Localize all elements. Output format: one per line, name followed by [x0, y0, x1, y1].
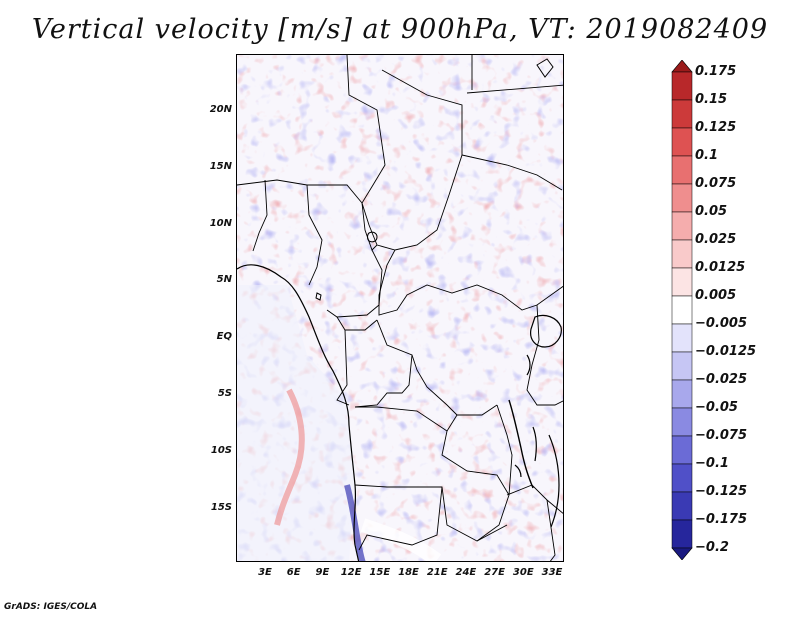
kalahari-calm-area [360, 518, 442, 561]
colorbar-swatch [671, 295, 693, 325]
colorbar-label: −0.005 [695, 316, 748, 331]
ocean-updraft-band [274, 388, 305, 526]
colorbar-swatch [671, 71, 693, 101]
vertical-velocity-field [237, 55, 563, 561]
longitude-label: 6E [286, 567, 301, 578]
colorbar-swatch [671, 379, 693, 409]
longitude-label: 27E [484, 567, 505, 578]
great-lakes [508, 314, 562, 528]
colorbar-label: 0.0125 [695, 260, 746, 275]
longitude-label: 9E [315, 567, 330, 578]
colorbar-label: 0.175 [695, 64, 737, 79]
colorbar-swatch [671, 463, 693, 493]
colorbar-label: −0.175 [695, 512, 748, 527]
colorbar-label: 0.15 [695, 92, 728, 107]
colorbar-label: 0.05 [695, 204, 728, 219]
latitude-label: 5N [216, 274, 232, 286]
colorbar-swatch [671, 239, 693, 269]
colorbar-label: 0.075 [695, 176, 737, 191]
longitude-label: 24E [455, 567, 477, 578]
colorbar-swatch [671, 491, 693, 521]
colorbar-swatch [671, 323, 693, 353]
colorbar-label: −0.2 [695, 540, 729, 555]
colorbar-label: −0.0125 [695, 344, 757, 359]
colorbar-label: 0.005 [695, 288, 737, 303]
red-sea-coast [536, 58, 554, 78]
colorbar-swatch [671, 183, 693, 213]
colorbar-top-triangle [671, 60, 693, 73]
lake-chad [367, 231, 378, 243]
bioko-island [315, 292, 322, 301]
colorbar-label: −0.125 [695, 484, 748, 499]
latitude-label: 15S [210, 501, 232, 513]
colorbar-label: 0.025 [695, 232, 737, 247]
country-borders [237, 55, 563, 561]
colorbar-swatch [671, 155, 693, 185]
map-title: Vertical velocity [m/s] at 900hPa, VT: 2… [31, 14, 769, 45]
colorbar-swatch [671, 519, 693, 549]
grads-credit: GrADS: IGES/COLA [4, 602, 98, 612]
longitude-label: 33E [541, 567, 563, 578]
latitude-label: 15N [209, 160, 232, 172]
colorbar-label: −0.075 [695, 428, 748, 443]
colorbar-swatch [671, 267, 693, 297]
colorbar-bottom-triangle [671, 547, 693, 560]
longitude-label: 3E [258, 567, 272, 578]
latitude-label: 10S [210, 444, 232, 456]
longitude-label: 15E [369, 567, 391, 578]
latitude-label: EQ [216, 331, 232, 343]
colorbar-swatch [671, 407, 693, 437]
colorbar-swatch [671, 351, 693, 381]
colorbar-label: −0.025 [695, 372, 748, 387]
longitude-label: 21E [426, 567, 448, 578]
longitude-label: 30E [512, 567, 534, 578]
colorbar-swatch [671, 435, 693, 465]
colorbar-label: −0.1 [695, 456, 729, 471]
colorbar [671, 60, 693, 560]
ocean-area [237, 285, 355, 561]
colorbar-swatch [671, 211, 693, 241]
colorbar-label: 0.1 [695, 148, 719, 163]
longitude-label: 12E [340, 567, 362, 578]
map-panel [236, 54, 564, 562]
latitude-label: 20N [209, 104, 232, 115]
colorbar-swatch [671, 127, 693, 157]
colorbar-label: −0.05 [695, 400, 738, 415]
coastal-downdraft-band [344, 484, 366, 561]
latitude-label: 5S [217, 388, 232, 399]
colorbar-swatch [671, 99, 693, 129]
latitude-label: 10N [209, 217, 232, 229]
colorbar-label: 0.125 [695, 120, 737, 135]
longitude-label: 18E [398, 567, 419, 578]
